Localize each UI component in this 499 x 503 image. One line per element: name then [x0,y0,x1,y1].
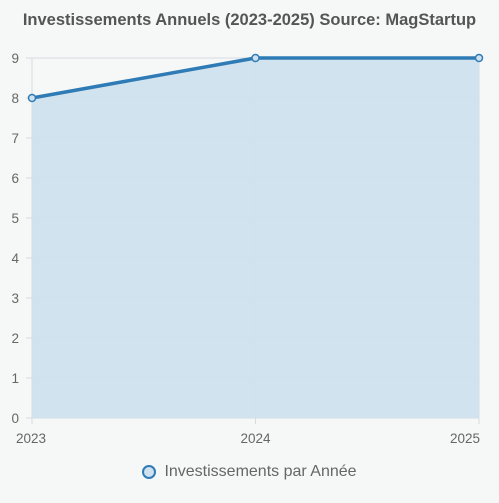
chart-legend[interactable]: Investissements par Année [0,463,499,481]
chart-title: Investissements Annuels (2023-2025) Sour… [22,11,477,29]
legend-label: Investissements par Année [164,463,357,480]
y-tick-label: 8 [11,91,19,106]
area-layer [32,58,479,418]
y-tick-label: 9 [11,51,19,66]
x-tick-label: 2024 [240,431,271,446]
point-layer [27,53,484,103]
y-tick-label: 7 [11,131,19,146]
x-tick-label: 2025 [450,431,480,446]
data-point [27,93,37,103]
y-tick-label: 0 [11,411,19,426]
y-tick-label: 2 [11,331,19,346]
y-tick-label: 6 [11,171,19,186]
data-point [251,53,260,63]
legend-swatch-icon [142,465,157,479]
y-tick-label: 4 [11,251,19,266]
x-axis-ticks: 2023 2024 2025 [16,431,480,446]
y-tick-label: 1 [11,371,19,386]
y-tick-label: 5 [11,211,19,226]
series-area [32,58,479,418]
y-axis-ticks: 0 1 2 3 4 5 6 7 8 9 [11,51,19,426]
y-tick-label: 3 [11,291,19,306]
x-tick-label: 2023 [16,431,46,446]
data-point [474,53,484,63]
